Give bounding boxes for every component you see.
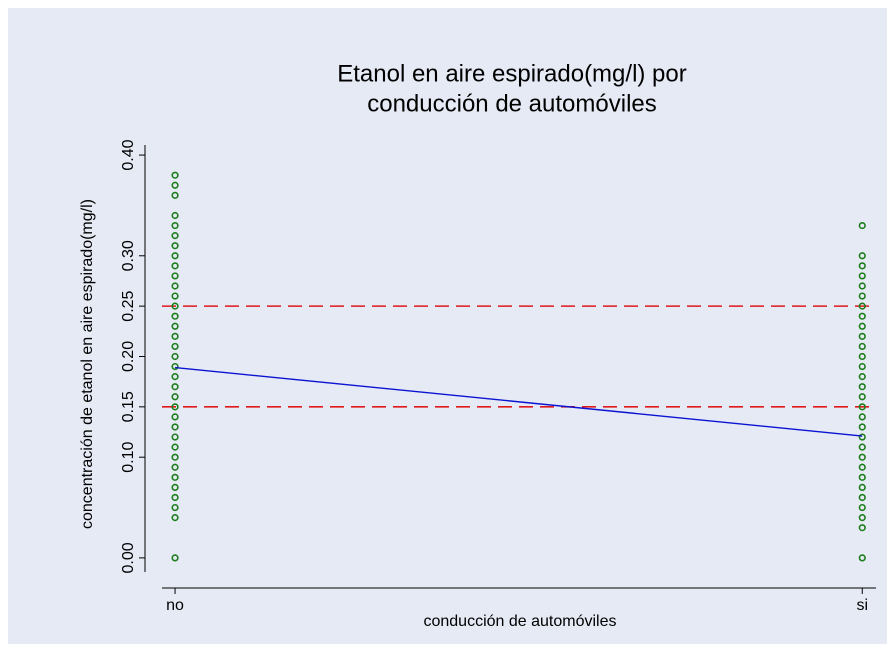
data-point [171,514,179,522]
data-point [858,221,866,230]
data-point [171,352,179,361]
y-tick-label: 0.30 [120,240,137,271]
data-point [858,362,866,371]
data-point [858,433,866,441]
data-point [171,423,179,431]
data-point [171,342,179,351]
y-tick-label: 0.15 [120,391,137,422]
data-point [858,262,866,270]
data-point [858,554,866,562]
data-point [171,453,179,461]
data-point [171,473,179,481]
data-point [858,373,866,381]
data-point [858,322,866,330]
data-point [858,312,866,320]
data-point [858,503,866,512]
data-point [171,272,179,280]
data-point [858,514,866,522]
data-point [858,383,866,391]
data-point [858,443,866,451]
data-point [171,463,179,471]
data-point [171,211,179,220]
data-point [858,413,866,421]
data-point [171,181,179,189]
y-tick-label: 0.00 [120,542,137,573]
data-point [171,433,179,441]
data-point [171,443,179,451]
data-point [858,342,866,351]
data-point [171,292,179,300]
data-point [858,292,866,300]
chart-title: conducción de automóviles [367,90,657,117]
x-tick-label: si [856,597,868,614]
fit-line [174,366,863,437]
data-point [858,453,866,461]
data-point [171,503,179,512]
data-point [858,493,866,502]
data-point [171,393,179,401]
data-point [171,262,179,270]
data-point [171,312,179,320]
data-point [858,252,866,260]
data-point [171,232,179,240]
chart-background [8,8,887,644]
data-point [858,352,866,361]
data-point [171,322,179,330]
y-tick-label: 0.40 [120,139,137,170]
data-point [171,252,179,260]
data-point [858,272,866,280]
y-tick-label: 0.25 [120,290,137,321]
data-point [171,362,179,371]
y-tick-label: 0.20 [120,341,137,372]
data-point [171,171,179,179]
data-point [858,393,866,401]
data-point [171,282,179,290]
data-point [171,332,179,340]
y-tick-label: 0.10 [120,442,137,473]
data-point [171,302,179,310]
data-point [858,423,866,431]
data-point [171,242,179,250]
data-point [858,524,866,532]
data-point [171,493,179,502]
data-point [858,302,866,310]
data-point [858,332,866,340]
data-point [858,483,866,492]
y-axis-label: concentración de etanol en aire espirado… [79,199,96,529]
data-point [171,413,179,421]
data-point [171,383,179,391]
x-tick-label: no [166,597,184,614]
data-point [171,403,179,411]
data-point [171,221,179,230]
data-point [858,463,866,471]
data-point [171,554,179,562]
data-point [858,473,866,481]
data-point [858,403,866,411]
data-point [858,282,866,290]
data-point [171,373,179,381]
x-axis-label: conducción de automóviles [423,613,616,630]
data-point [171,191,179,199]
data-point [171,483,179,492]
chart-title: Etanol en aire espirado(mg/l) por [337,60,687,87]
